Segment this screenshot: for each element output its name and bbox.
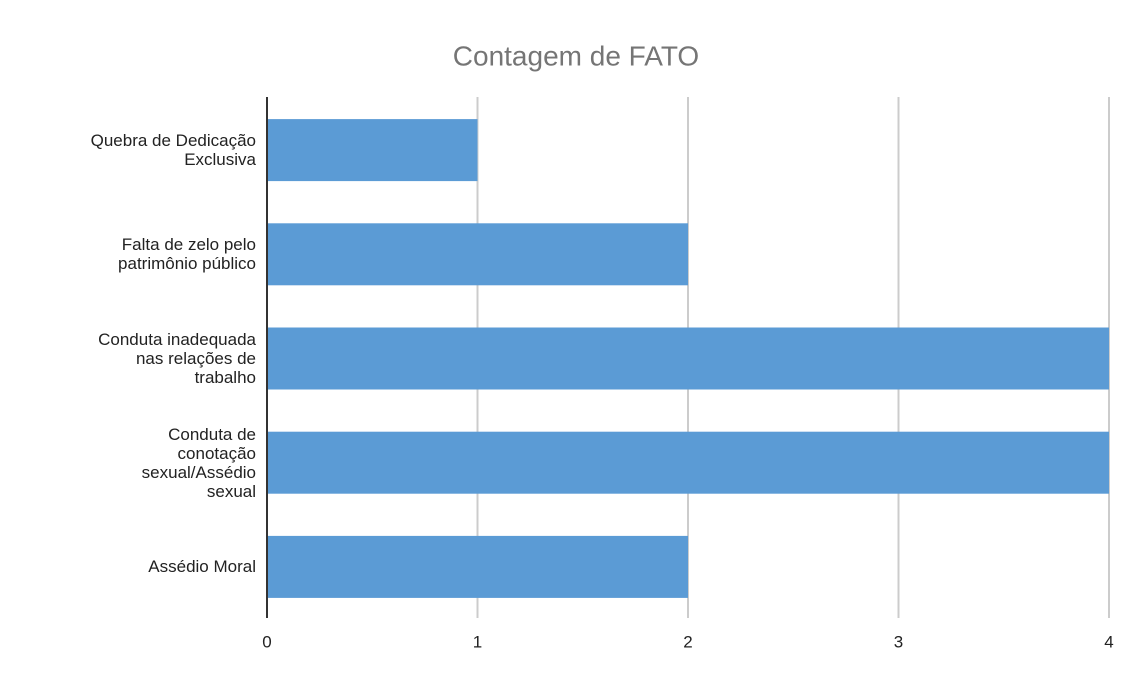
y-tick-label: Falta de zelo pelo patrimônio público bbox=[118, 235, 256, 274]
chart-title: Contagem de FATO bbox=[453, 40, 699, 71]
y-tick-label: Conduta de conotação sexual/Assédio sexu… bbox=[141, 424, 256, 501]
x-tick-label: 2 bbox=[683, 632, 692, 651]
y-tick-label: Conduta inadequada nas relações de traba… bbox=[98, 330, 256, 387]
bar bbox=[267, 223, 688, 286]
x-tick-label: 0 bbox=[262, 632, 271, 651]
x-tick-label: 3 bbox=[894, 632, 903, 651]
bar bbox=[267, 119, 478, 182]
bar bbox=[267, 327, 1109, 390]
y-tick-label-box: Quebra de Dedicação Exclusiva bbox=[90, 131, 256, 170]
y-tick-label: Assédio Moral bbox=[148, 557, 256, 577]
y-tick-label-box: Conduta inadequada nas relações de traba… bbox=[98, 330, 256, 387]
y-tick-label-box: Assédio Moral bbox=[148, 557, 256, 577]
x-tick-label: 1 bbox=[473, 632, 482, 651]
y-tick-label-box: Conduta de conotação sexual/Assédio sexu… bbox=[141, 424, 256, 501]
bar bbox=[267, 535, 688, 598]
x-tick-label: 4 bbox=[1104, 632, 1113, 651]
y-tick-label-box: Falta de zelo pelo patrimônio público bbox=[118, 235, 256, 274]
bar bbox=[267, 431, 1109, 494]
y-tick-label: Quebra de Dedicação Exclusiva bbox=[90, 131, 256, 170]
